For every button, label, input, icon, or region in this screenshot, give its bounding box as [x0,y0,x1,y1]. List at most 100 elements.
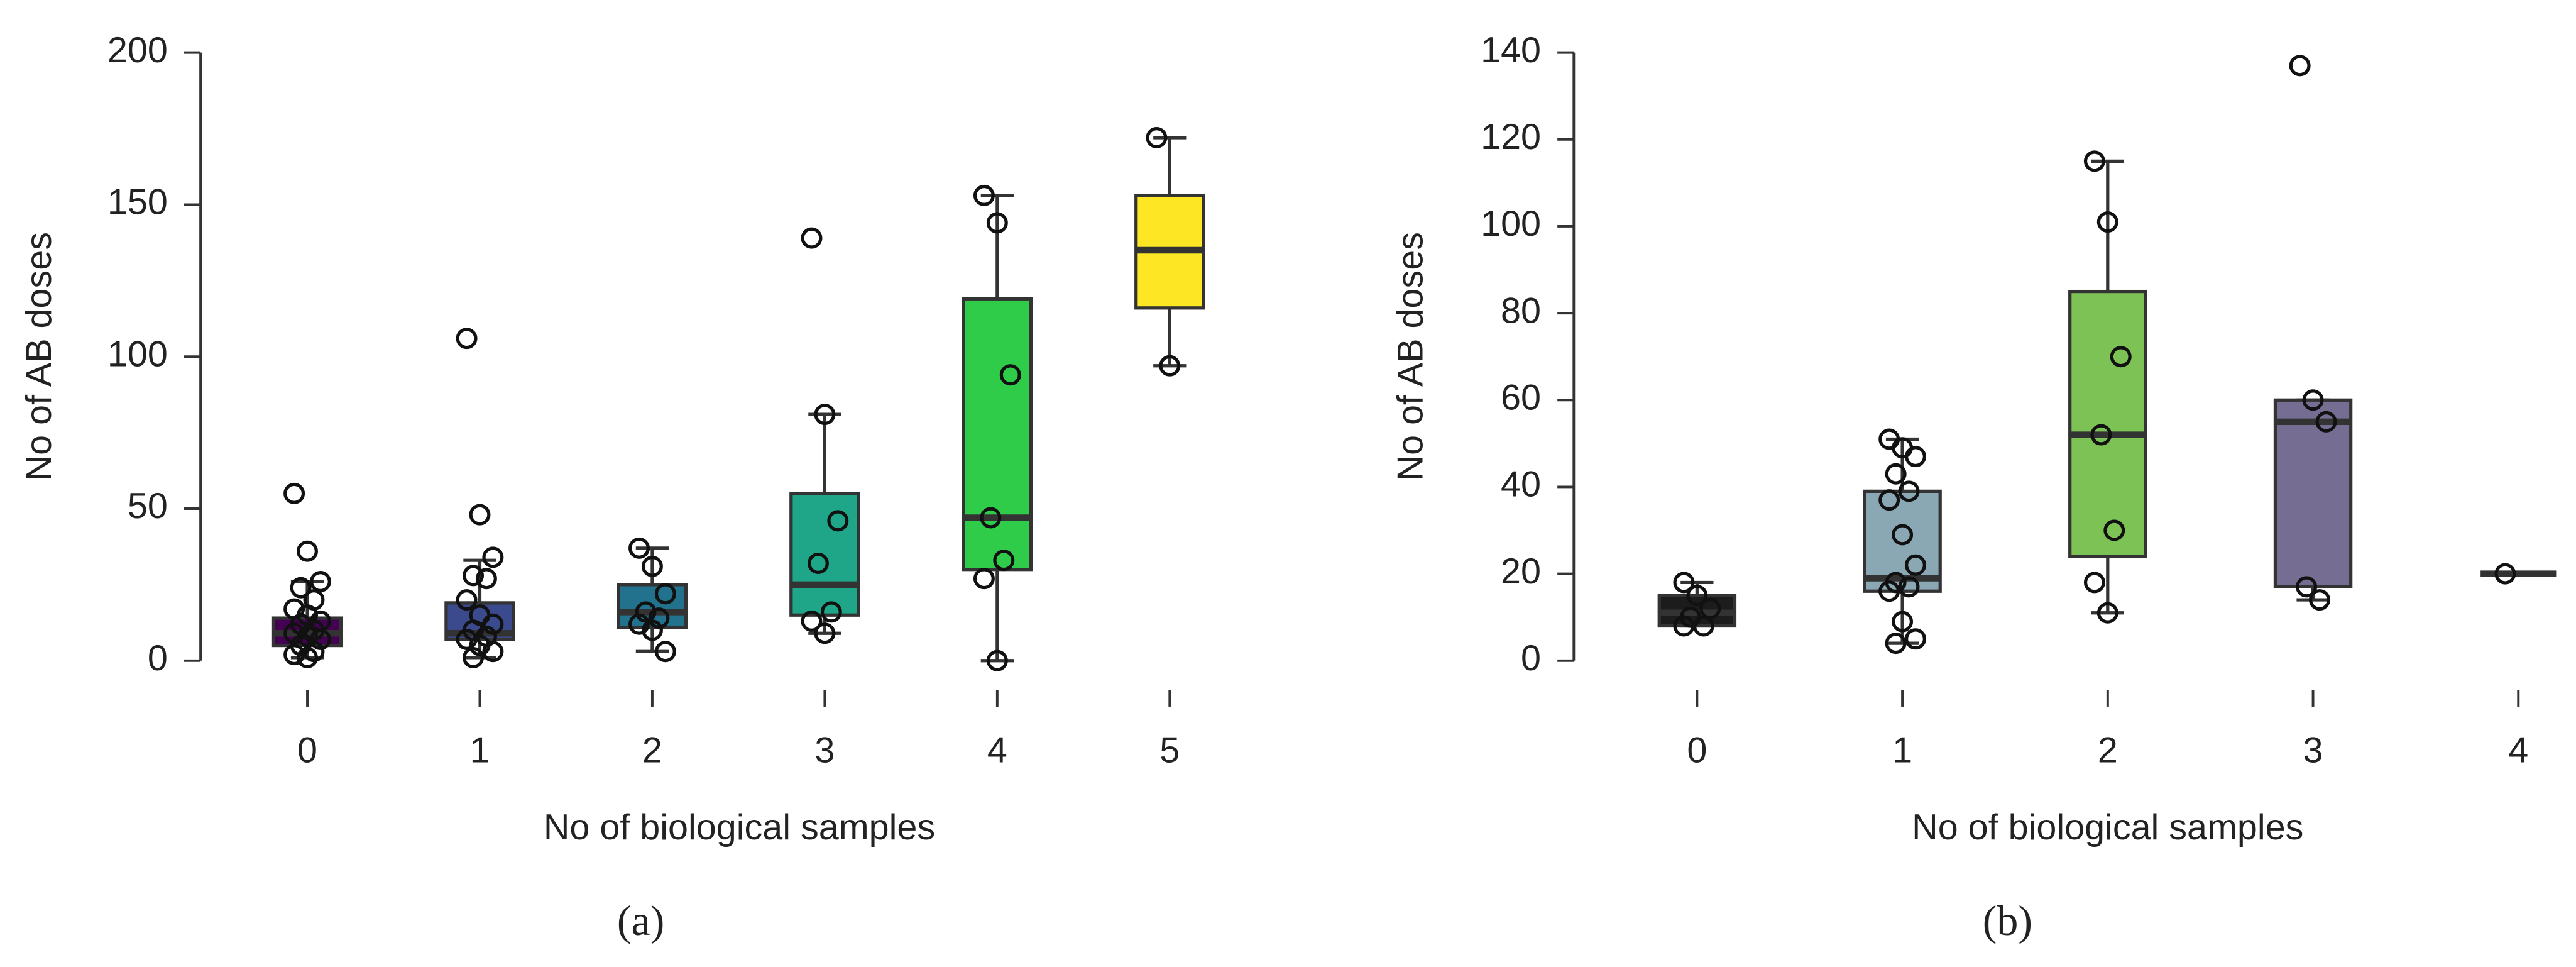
data-point [1905,446,1926,468]
data-point [2296,576,2318,598]
x-tick-label: 2 [642,730,662,770]
box [2273,398,2353,588]
data-point [635,601,657,623]
data-point [309,628,331,650]
y-tick-label: 200 [107,30,168,70]
y-tick-label: 60 [1501,377,1541,417]
x-tick-label: 1 [469,730,490,770]
data-point [2096,602,2118,624]
data-point [463,565,485,587]
data-point [1159,355,1181,377]
x-tick-label: 0 [297,730,317,770]
data-point [2110,346,2132,368]
data-point [641,619,663,641]
data-point [1878,489,1900,511]
data-point [801,227,823,249]
data-point [973,184,995,206]
data-point [303,641,325,663]
data-point [980,507,1002,529]
data-point [290,577,312,599]
data-point [1885,633,1907,655]
data-point [1905,554,1926,576]
caption: (b) [1983,897,2032,944]
data-point [1898,480,1920,502]
data-point [648,607,670,629]
data-point [475,568,497,590]
data-point [2302,389,2324,411]
data-point [283,644,305,666]
data-point [1878,580,1900,602]
data-point [1892,524,1914,546]
data-point [463,646,485,668]
caption: (a) [617,897,664,944]
y-tick-label: 150 [107,182,168,223]
data-point [2315,411,2337,433]
data-point [801,610,823,632]
y-tick-label: 80 [1501,290,1541,331]
data-point [654,641,676,663]
data-point [986,212,1008,234]
y-tick-label: 0 [148,638,168,678]
x-tick-label: 3 [814,730,835,770]
y-tick-label: 100 [1481,204,1541,244]
data-point [1673,572,1695,594]
data-point [814,404,836,426]
x-tick-label: 0 [1687,730,1707,770]
x-axis-title: No of biological samples [1912,807,2303,848]
y-tick-label: 140 [1481,30,1541,70]
y-axis-title: No of AB doses [19,232,59,481]
data-point [456,589,478,611]
data-point [283,622,305,644]
x-tick-label: 5 [1159,730,1180,770]
data-point [297,540,319,562]
x-tick-label: 4 [987,730,1007,770]
data-point [297,646,319,668]
data-point [2309,589,2330,611]
data-point [2289,55,2311,77]
x-tick-label: 1 [1892,730,1912,770]
data-point [1905,628,1926,650]
y-tick-label: 120 [1481,117,1541,157]
data-point [1892,611,1914,633]
data-point [807,553,829,575]
data-point [973,568,995,590]
data-point [628,537,650,559]
data-point [482,613,504,635]
data-point [654,583,676,605]
data-point [2090,424,2112,446]
data-point [1146,127,1168,149]
y-tick-label: 100 [107,334,168,374]
y-tick-label: 50 [128,486,168,526]
box [962,297,1033,572]
data-point [309,571,331,593]
data-point [283,482,305,504]
data-point [469,504,491,526]
y-tick-label: 20 [1501,551,1541,592]
data-point [2494,563,2516,585]
data-point [628,613,650,635]
data-point [1885,463,1907,485]
data-point [820,601,842,623]
data-point [999,364,1021,386]
y-axis-title: No of AB doses [1390,232,1430,481]
y-tick-label: 0 [1521,638,1541,678]
data-point [2096,211,2118,233]
x-axis-title: No of biological samples [544,807,935,848]
y-tick-label: 40 [1501,465,1541,505]
data-point [2083,572,2105,594]
data-point [2103,519,2125,541]
x-tick-label: 2 [2098,730,2118,770]
x-tick-label: 3 [2303,730,2323,770]
data-point [641,555,663,577]
data-point [482,641,504,663]
data-point [827,510,849,532]
data-point [993,550,1015,572]
data-point [482,546,504,568]
x-tick-label: 4 [2508,730,2528,770]
data-point [456,328,478,350]
data-point [469,634,491,656]
data-point [814,622,836,644]
box [2068,289,2147,558]
